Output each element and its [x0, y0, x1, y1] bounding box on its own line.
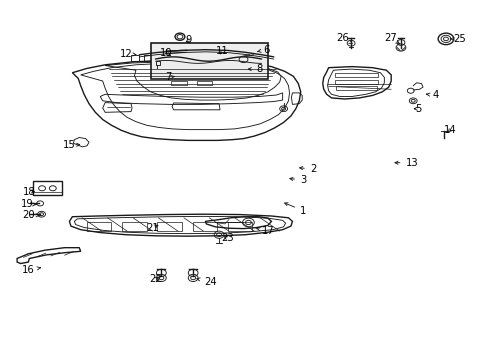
Text: 27: 27	[383, 33, 399, 44]
Bar	[334, 73, 377, 77]
Text: 17: 17	[256, 226, 274, 236]
Text: 4: 4	[426, 90, 437, 100]
Bar	[335, 80, 377, 84]
Text: 11: 11	[216, 46, 228, 56]
Bar	[87, 222, 111, 231]
Text: 2: 2	[299, 164, 316, 174]
Text: 13: 13	[394, 158, 417, 168]
Bar	[192, 222, 217, 231]
Text: 6: 6	[257, 45, 269, 55]
Text: 10: 10	[160, 48, 172, 58]
Text: 8: 8	[248, 64, 262, 74]
Bar	[150, 43, 267, 79]
Text: 25: 25	[449, 34, 465, 44]
Text: 9: 9	[184, 35, 191, 45]
Text: 19: 19	[20, 199, 36, 210]
Bar	[157, 222, 182, 231]
Bar	[335, 86, 376, 90]
Text: 18: 18	[23, 186, 36, 197]
Text: 23: 23	[221, 233, 233, 243]
Text: 20: 20	[22, 210, 40, 220]
Text: 3: 3	[289, 175, 305, 185]
Bar	[33, 181, 61, 195]
Text: 7: 7	[165, 72, 174, 82]
Text: 15: 15	[63, 140, 80, 150]
Text: 5: 5	[413, 104, 421, 114]
Bar	[227, 222, 252, 231]
Text: 12: 12	[120, 49, 136, 59]
Text: 16: 16	[22, 265, 41, 275]
Bar	[155, 61, 160, 65]
Text: 22: 22	[149, 274, 162, 284]
Text: 14: 14	[443, 125, 455, 135]
Text: 1: 1	[284, 203, 306, 216]
Bar	[122, 222, 146, 231]
Text: 26: 26	[335, 33, 351, 44]
Text: 21: 21	[146, 222, 159, 233]
Text: 24: 24	[197, 276, 216, 287]
